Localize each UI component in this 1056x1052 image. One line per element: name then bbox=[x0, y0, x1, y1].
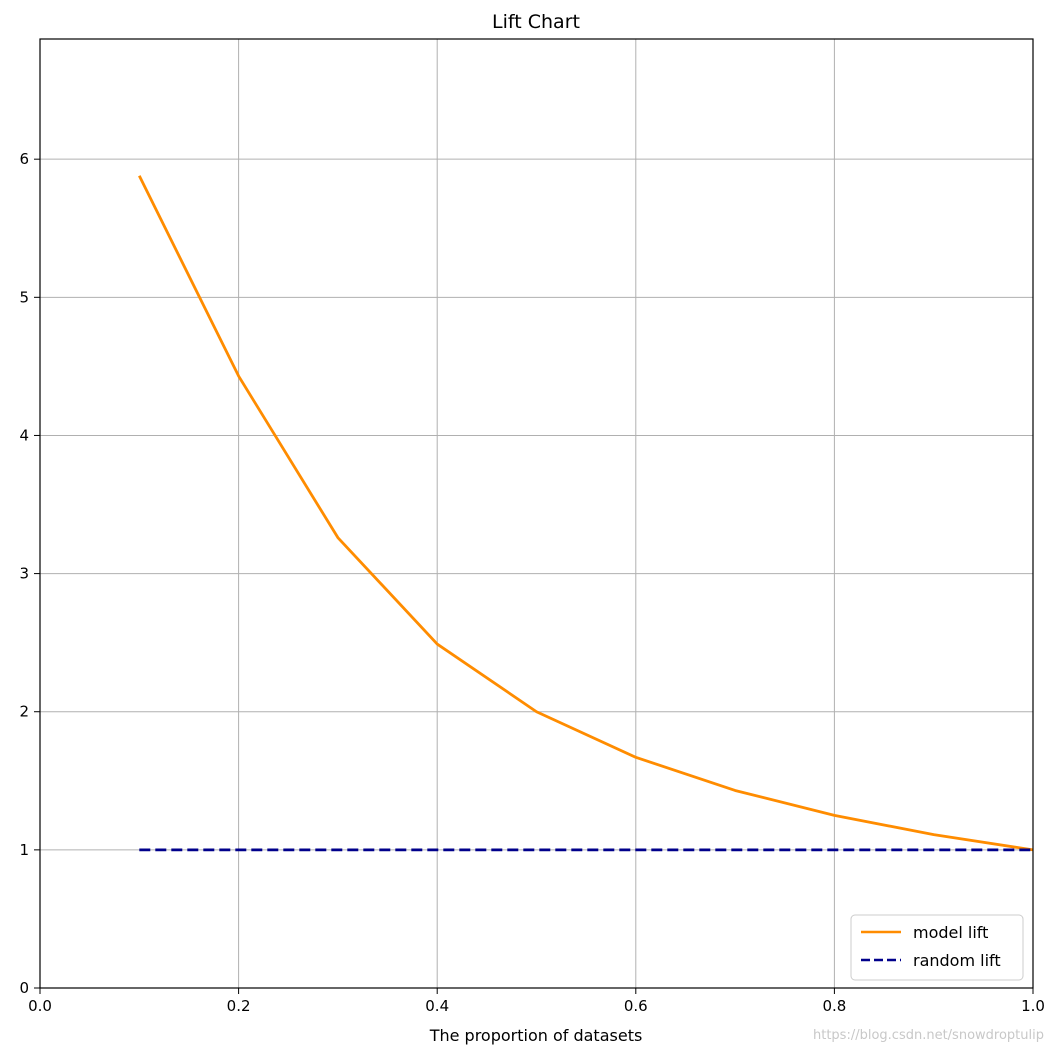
x-axis-label: The proportion of datasets bbox=[429, 1026, 643, 1045]
y-tick-label: 6 bbox=[19, 150, 29, 168]
x-tick-label: 0.2 bbox=[227, 997, 251, 1015]
x-tick-label: 0.8 bbox=[822, 997, 846, 1015]
y-tick-label: 0 bbox=[19, 979, 29, 997]
watermark: https://blog.csdn.net/snowdroptulip bbox=[813, 1028, 1044, 1043]
x-tick-label: 0.0 bbox=[28, 997, 52, 1015]
y-tick-label: 3 bbox=[19, 565, 29, 583]
y-tick-label: 2 bbox=[19, 703, 29, 721]
series-lines bbox=[138, 175, 1034, 852]
x-tick-label: 1.0 bbox=[1021, 997, 1045, 1015]
ticks: 0.0 0.2 0.4 0.6 0.8 1.0 0 1 2 3 4 5 6 bbox=[19, 150, 1044, 1015]
y-tick-label: 1 bbox=[19, 841, 29, 859]
legend-label-model-lift: model lift bbox=[913, 923, 988, 942]
legend-label-random-lift: random lift bbox=[913, 951, 1001, 970]
y-tick-label: 4 bbox=[19, 426, 29, 444]
x-tick-label: 0.4 bbox=[425, 997, 449, 1015]
y-tick-label: 5 bbox=[19, 288, 29, 306]
plot-frame bbox=[39, 38, 1034, 989]
x-tick-label: 0.6 bbox=[624, 997, 648, 1015]
series-line-model-lift bbox=[138, 175, 1034, 852]
legend: model lift random lift bbox=[850, 914, 1024, 981]
chart-title: Lift Chart bbox=[492, 11, 580, 33]
